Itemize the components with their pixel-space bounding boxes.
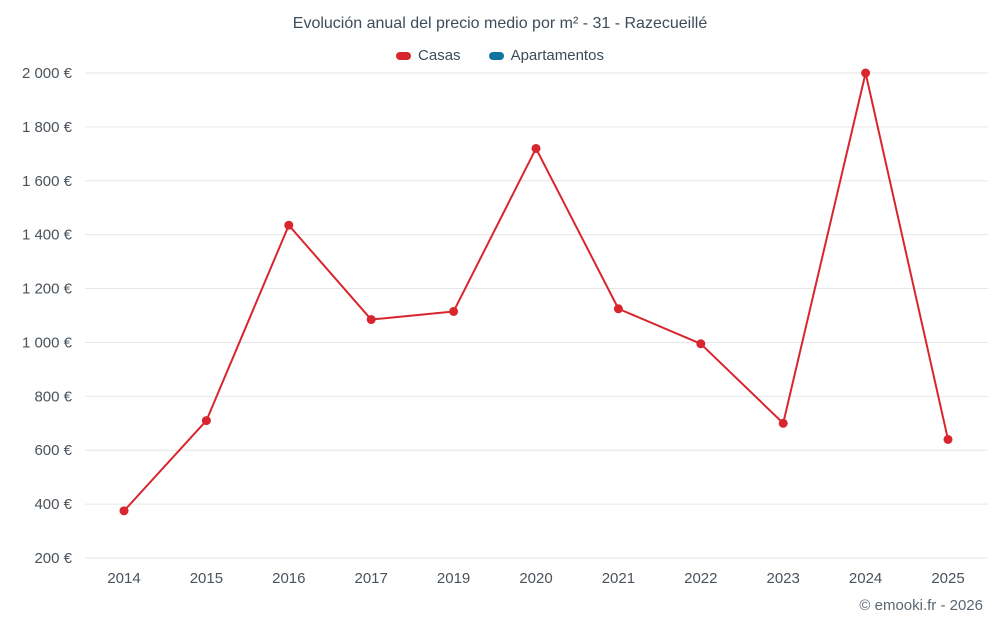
x-tick-label: 2024 bbox=[849, 570, 882, 587]
x-tick-label: 2015 bbox=[190, 570, 223, 587]
y-tick-label: 800 € bbox=[34, 388, 72, 405]
y-tick-label: 400 € bbox=[34, 496, 72, 513]
legend-swatch-casas bbox=[396, 51, 412, 60]
data-point[interactable] bbox=[943, 434, 953, 444]
series-line-casas bbox=[123, 72, 949, 512]
y-tick-label: 1 800 € bbox=[22, 119, 73, 136]
x-tick-label: 2019 bbox=[437, 570, 470, 587]
data-point[interactable] bbox=[696, 339, 706, 349]
x-tick-label: 2014 bbox=[107, 570, 140, 587]
legend-item-apartamentos[interactable]: Apartamentos bbox=[488, 47, 604, 64]
legend-label-casas: Casas bbox=[418, 47, 461, 64]
chart-legend: Casas Apartamentos bbox=[0, 47, 1000, 64]
y-tick-label: 1 000 € bbox=[22, 334, 73, 351]
y-tick-label: 1 400 € bbox=[22, 227, 73, 244]
copyright-text: © emooki.fr - 2026 bbox=[859, 597, 983, 614]
y-tick-label: 1 200 € bbox=[22, 281, 73, 298]
x-tick-label: 2017 bbox=[355, 570, 388, 587]
x-tick-label: 2023 bbox=[767, 570, 800, 587]
legend-swatch-apartamentos bbox=[488, 51, 504, 60]
x-tick-label: 2022 bbox=[684, 570, 717, 587]
data-point[interactable] bbox=[119, 506, 129, 516]
legend-label-apartamentos: Apartamentos bbox=[510, 47, 604, 64]
x-tick-label: 2020 bbox=[519, 570, 552, 587]
x-tick-label: 2025 bbox=[931, 570, 964, 587]
x-tick-label: 2021 bbox=[602, 570, 635, 587]
data-point[interactable] bbox=[449, 306, 459, 316]
data-point[interactable] bbox=[778, 418, 788, 428]
y-tick-label: 1 600 € bbox=[22, 173, 73, 190]
y-tick-label: 200 € bbox=[34, 550, 72, 567]
data-point[interactable] bbox=[201, 416, 211, 426]
chart-title: Evolución anual del precio medio por m² … bbox=[292, 15, 708, 32]
data-point[interactable] bbox=[531, 143, 541, 153]
x-tick-label: 2016 bbox=[272, 570, 305, 587]
data-point[interactable] bbox=[284, 220, 294, 230]
data-point[interactable] bbox=[861, 68, 871, 78]
legend-item-casas[interactable]: Casas bbox=[396, 47, 461, 64]
y-tick-label: 2 000 € bbox=[22, 65, 73, 82]
data-point[interactable] bbox=[366, 315, 376, 325]
data-point[interactable] bbox=[613, 304, 623, 314]
y-tick-label: 600 € bbox=[34, 442, 72, 459]
